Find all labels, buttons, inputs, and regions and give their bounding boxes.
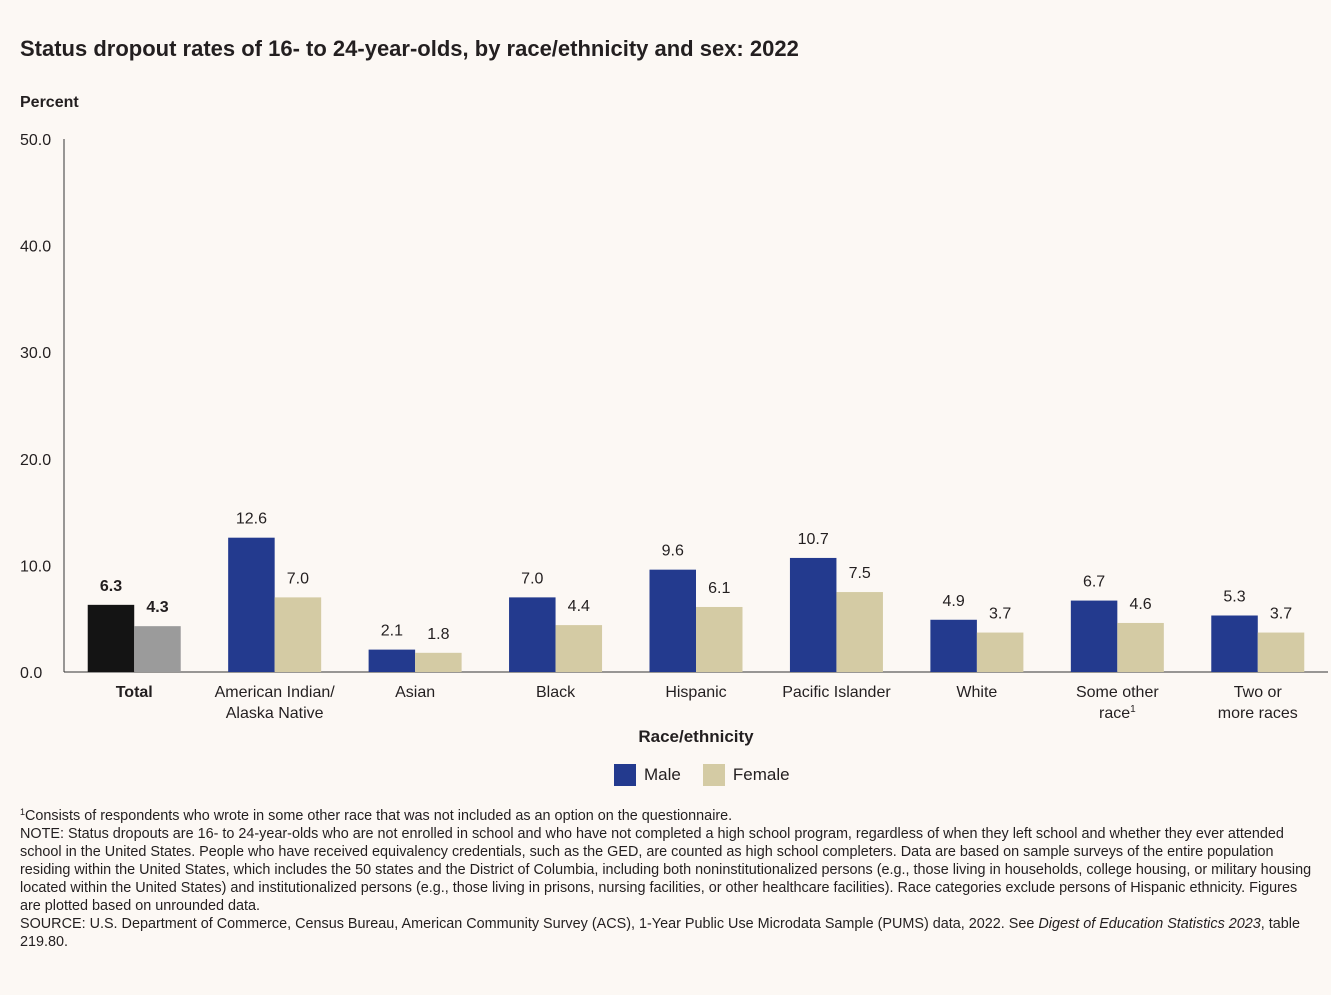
legend-item-female: Female: [702, 764, 790, 786]
x-tick-label: Two or more races: [1218, 684, 1298, 722]
bar-female: [415, 652, 462, 672]
source-text: SOURCE: U.S. Department of Commerce, Cen…: [20, 915, 1315, 951]
data-label-male: 9.6: [662, 543, 684, 560]
x-axis-title: Race/ethnicity: [638, 727, 754, 746]
data-label-female: 3.7: [1270, 606, 1292, 623]
footnote: 1Consists of respondents who wrote in so…: [20, 807, 1315, 825]
footnote-marker: 1: [20, 807, 26, 817]
chart-notes: 1Consists of respondents who wrote in so…: [20, 807, 1315, 951]
data-label-male: 12.6: [236, 511, 267, 528]
bar-male: [930, 619, 977, 672]
bar-chart: 0.0 10.0 20.0 30.0 40.0 50.0 6.3 4.3 Total 12.6 7.…: [20, 132, 1328, 746]
data-label-female: 1.8: [427, 626, 449, 643]
data-label-male: 4.9: [943, 593, 965, 610]
x-tick-label: Pacific Islander: [782, 684, 891, 701]
y-tick-label: 40.0: [20, 239, 51, 256]
note-text: NOTE: Status dropouts are 16- to 24-year…: [20, 826, 1312, 914]
data-label-female: 3.7: [989, 606, 1011, 623]
bar-male: [509, 597, 556, 672]
bar-male: [1070, 600, 1118, 672]
bar-male: [87, 604, 135, 672]
bar-female: [836, 592, 883, 672]
x-tick-label: Hispanic: [665, 684, 726, 701]
x-tick-label: White: [956, 684, 997, 701]
legend: Male Female: [614, 764, 812, 786]
data-label-female: 6.1: [708, 580, 730, 597]
data-label-male: 7.0: [521, 570, 543, 587]
data-label-female: 7.5: [849, 565, 871, 582]
y-tick-label: 50.0: [20, 132, 51, 149]
source-prefix: SOURCE: U.S. Department of Commerce, Cen…: [20, 916, 1039, 932]
data-label-female: 7.0: [287, 570, 309, 587]
data-label-male: 6.3: [100, 578, 122, 595]
data-label-male: 10.7: [798, 531, 829, 548]
bar-female: [1257, 632, 1305, 672]
x-tick-label: Black: [536, 684, 576, 701]
x-tick-label: American Indian/Alaska Native: [215, 684, 336, 722]
source-publication: Digest of Education Statistics 2023: [1038, 916, 1261, 932]
y-tick-label: 0.0: [20, 665, 42, 682]
bar-female: [976, 632, 1024, 672]
x-tick-label: Asian: [395, 684, 435, 701]
data-label-male: 5.3: [1223, 589, 1245, 606]
bar-female: [696, 606, 743, 672]
x-tick-label: Some other race1: [1076, 684, 1159, 722]
legend-swatch-female: [702, 764, 725, 786]
bar-male: [368, 649, 416, 672]
data-label-male: 6.7: [1083, 574, 1105, 591]
legend-label-female: Female: [732, 765, 790, 784]
legend-label-male: Male: [644, 765, 681, 784]
y-axis-label: Percent: [20, 94, 79, 111]
bar-male: [228, 537, 275, 672]
legend-item-male: Male: [614, 764, 681, 786]
bar-female: [274, 597, 322, 672]
bar-female: [555, 625, 603, 672]
data-label-male: 2.1: [381, 623, 403, 640]
bar-female: [1117, 622, 1164, 672]
y-tick-label: 30.0: [20, 345, 51, 362]
data-label-female: 4.3: [146, 599, 168, 616]
y-tick-label: 20.0: [20, 452, 51, 469]
y-tick-label: 10.0: [20, 558, 51, 575]
data-label-female: 4.6: [1129, 596, 1151, 613]
bar-male: [789, 557, 837, 672]
legend-swatch-male: [614, 764, 636, 786]
bar-male: [1211, 615, 1258, 672]
footnote-text: Consists of respondents who wrote in som…: [25, 808, 733, 824]
chart-title: Status dropout rates of 16- to 24-year-o…: [20, 36, 799, 61]
bar-male: [649, 569, 696, 672]
data-label-female: 4.4: [568, 598, 590, 615]
bar-female: [134, 626, 181, 672]
x-tick-label: Total: [116, 684, 153, 701]
source-suffix: , table 219.80.: [20, 916, 1300, 950]
